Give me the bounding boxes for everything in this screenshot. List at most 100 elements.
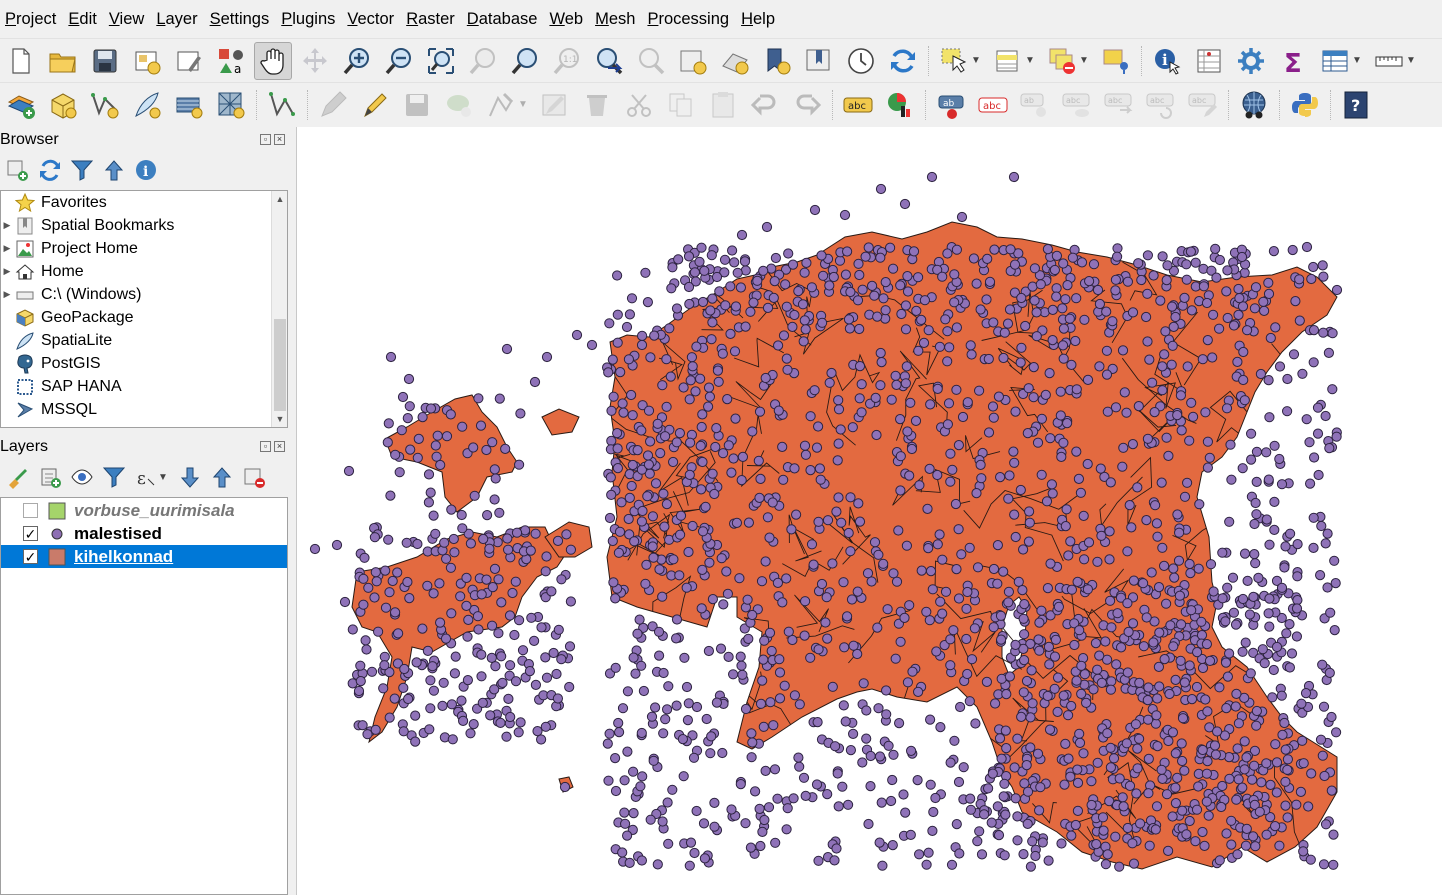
deselect-icon[interactable] xyxy=(1043,42,1081,80)
select-features-dropdown[interactable]: ▼ xyxy=(971,55,981,66)
filter-expression-dropdown[interactable]: ▼ xyxy=(158,471,168,483)
menu-web[interactable]: Web xyxy=(549,9,584,28)
save-project-icon[interactable] xyxy=(86,42,124,80)
new-geopackage-layer-icon[interactable] xyxy=(44,86,82,124)
zoom-next-icon[interactable] xyxy=(632,42,670,80)
new-spatialite-layer-icon[interactable] xyxy=(128,86,166,124)
open-attribute-table-icon[interactable] xyxy=(989,42,1027,80)
collapse-all-icon[interactable] xyxy=(98,155,130,185)
label-toolbar-icon[interactable]: abc xyxy=(839,86,877,124)
menu-settings[interactable]: Settings xyxy=(209,9,270,28)
rotate-label-icon[interactable]: abc xyxy=(1100,86,1138,124)
add-selected-layers-icon[interactable] xyxy=(2,155,34,185)
pin-label-icon[interactable]: abc xyxy=(974,86,1012,124)
menu-processing[interactable]: Processing xyxy=(647,9,730,28)
collapse-all-layers-icon[interactable] xyxy=(206,462,238,492)
redo-icon[interactable] xyxy=(788,86,826,124)
attribute-table-dropdown[interactable]: ▼ xyxy=(1025,55,1035,66)
zoom-to-selection-icon[interactable] xyxy=(464,42,502,80)
zoom-native-icon[interactable]: 1:1 xyxy=(548,42,586,80)
move-label-icon[interactable]: abc xyxy=(1058,86,1096,124)
show-hide-label-icon[interactable]: ab xyxy=(1016,86,1054,124)
modify-attributes-icon[interactable] xyxy=(536,86,574,124)
filter-legend-icon[interactable] xyxy=(98,462,130,492)
label-edit-icon[interactable]: abc xyxy=(1184,86,1222,124)
add-group-icon[interactable] xyxy=(34,462,66,492)
save-edits-icon[interactable] xyxy=(398,86,436,124)
select-by-location-icon[interactable] xyxy=(1097,42,1135,80)
layer-visibility-checkbox[interactable]: ✓ xyxy=(23,525,38,542)
remove-layer-icon[interactable] xyxy=(238,462,270,492)
layer-row-kihelkonnad[interactable]: ✓ kihelkonnad xyxy=(1,545,287,568)
temporal-controller-icon[interactable] xyxy=(842,42,880,80)
zoom-full-icon[interactable] xyxy=(422,42,460,80)
browser-scrollbar[interactable]: ▲ ▼ xyxy=(271,191,287,427)
browser-item-bookmarks[interactable]: ▶ Spatial Bookmarks xyxy=(1,214,287,237)
browser-item-sap-hana[interactable]: SAP HANA xyxy=(1,375,287,398)
attribute-table-icon[interactable] xyxy=(1316,42,1354,80)
browser-item-home[interactable]: ▶ Home xyxy=(1,260,287,283)
pan-to-selection-icon[interactable] xyxy=(296,42,334,80)
layer-visibility-checkbox[interactable]: ✓ xyxy=(23,548,38,565)
toggle-editing-icon[interactable] xyxy=(356,86,394,124)
browser-item-project-home[interactable]: ▶ Project Home xyxy=(1,237,287,260)
menu-help[interactable]: Help xyxy=(741,9,776,28)
open-project-icon[interactable] xyxy=(44,42,82,80)
digitize-icon[interactable] xyxy=(263,86,301,124)
measure-line-icon[interactable] xyxy=(1370,42,1408,80)
menu-edit[interactable]: Edit xyxy=(68,9,97,28)
browser-item-geopackage[interactable]: GeoPackage xyxy=(1,306,287,329)
refresh-icon[interactable] xyxy=(884,42,922,80)
panel-splitter[interactable] xyxy=(288,126,296,895)
menu-raster[interactable]: Raster xyxy=(406,9,455,28)
scroll-down-arrow[interactable]: ▼ xyxy=(275,414,285,424)
menu-view[interactable]: View xyxy=(108,9,145,28)
layer-styling-icon[interactable] xyxy=(2,462,34,492)
browser-item-postgis[interactable]: PostGIS xyxy=(1,352,287,375)
layer-row-vorbuse_uurimisala[interactable]: vorbuse_uurimisala xyxy=(1,499,287,522)
attribute-table-menu-dropdown[interactable]: ▼ xyxy=(1352,55,1362,66)
manage-visibility-icon[interactable] xyxy=(66,462,98,492)
select-features-icon[interactable] xyxy=(935,42,973,80)
new-3d-view-icon[interactable] xyxy=(716,42,754,80)
layer-visibility-checkbox[interactable] xyxy=(23,503,38,518)
plugin-icon[interactable] xyxy=(1235,86,1273,124)
map-canvas[interactable] xyxy=(296,127,1442,895)
field-calculator-icon[interactable]: Σ xyxy=(1274,42,1312,80)
close-panel-icon[interactable]: × xyxy=(274,134,285,145)
new-project-icon[interactable] xyxy=(2,42,40,80)
undock-icon[interactable]: ▫ xyxy=(260,134,271,145)
menu-project[interactable]: Project xyxy=(5,9,57,28)
processing-toolbox-icon[interactable] xyxy=(1232,42,1270,80)
new-bookmark-icon[interactable] xyxy=(758,42,796,80)
current-edits-icon[interactable] xyxy=(314,86,352,124)
menu-plugins[interactable]: Plugins xyxy=(281,9,336,28)
cut-features-icon[interactable] xyxy=(620,86,658,124)
change-label-icon[interactable]: abc xyxy=(1142,86,1180,124)
filter-expression-icon[interactable]: ε xyxy=(130,462,162,492)
filter-browser-icon[interactable] xyxy=(66,155,98,185)
zoom-out-icon[interactable] xyxy=(380,42,418,80)
browser-refresh-icon[interactable] xyxy=(34,155,66,185)
help-icon[interactable]: ? xyxy=(1337,86,1375,124)
pan-map-icon[interactable] xyxy=(254,41,292,80)
browser-item-spatialite[interactable]: SpatiaLite xyxy=(1,329,287,352)
expand-arrow-icon[interactable]: ▶ xyxy=(3,289,11,299)
delete-selected-icon[interactable] xyxy=(578,86,616,124)
layout-manager-icon[interactable] xyxy=(170,42,208,80)
measure-dropdown[interactable]: ▼ xyxy=(1406,55,1416,66)
new-map-view-icon[interactable] xyxy=(674,42,712,80)
close-panel-icon[interactable]: × xyxy=(274,441,285,452)
style-manager-icon[interactable]: a xyxy=(212,42,250,80)
identify-icon[interactable]: i xyxy=(1148,42,1186,80)
zoom-to-layer-icon[interactable] xyxy=(506,42,544,80)
new-print-layout-icon[interactable] xyxy=(128,42,166,80)
browser-item-star[interactable]: Favorites xyxy=(1,191,287,214)
new-virtual-layer-icon[interactable] xyxy=(170,86,208,124)
expand-arrow-icon[interactable]: ▶ xyxy=(3,220,11,230)
python-console-icon[interactable] xyxy=(1286,86,1324,124)
zoom-in-icon[interactable] xyxy=(338,42,376,80)
expand-all-icon[interactable] xyxy=(174,462,206,492)
statistics-icon[interactable] xyxy=(1190,42,1228,80)
map-svg[interactable] xyxy=(297,127,1442,895)
